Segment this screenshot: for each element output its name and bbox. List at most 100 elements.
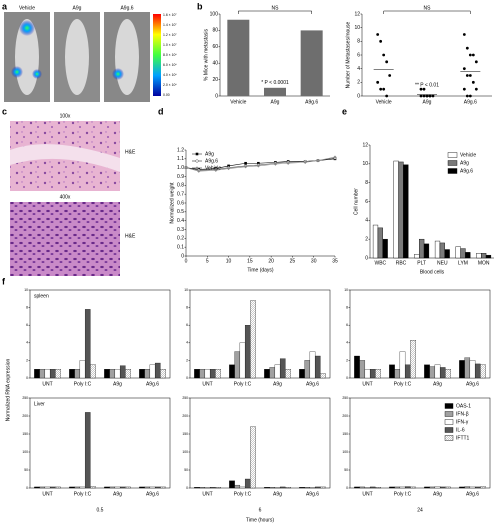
y-tick-label: 10	[184, 288, 188, 292]
bar	[354, 486, 360, 489]
bar	[234, 484, 241, 489]
panel-title: spleen	[34, 293, 49, 299]
dot	[474, 87, 478, 91]
time-label: 24	[417, 507, 423, 513]
y-axis-label: Normalized RNA expression	[5, 359, 11, 422]
mouse-label: A9g	[73, 5, 82, 11]
dot	[422, 87, 426, 91]
dot	[379, 39, 383, 43]
y-tick-label: 2	[365, 236, 368, 242]
panel-label: c	[2, 106, 7, 116]
bar	[480, 486, 486, 489]
frame	[189, 397, 331, 489]
dot	[388, 74, 392, 77]
y-tick-label: 0	[357, 93, 360, 99]
dot	[419, 87, 423, 91]
bar	[469, 360, 476, 379]
bar	[34, 369, 40, 379]
y-tick-label: 250	[342, 396, 348, 400]
bar	[320, 486, 326, 489]
bar	[264, 87, 286, 96]
bar	[154, 362, 161, 379]
y-tick-label: 20	[212, 77, 218, 83]
legend-label: IFN-γ	[456, 419, 469, 425]
colorbar-label: 1.6 × 10⁷	[163, 13, 177, 17]
y-tick-label: 12	[362, 142, 368, 148]
annotation: * P < 0.0001	[261, 80, 289, 86]
y-axis-label: Cell number	[353, 188, 359, 215]
y-tick-label: 8	[346, 305, 348, 309]
legend-marker	[195, 159, 199, 163]
marker	[227, 164, 230, 168]
histology-band	[10, 144, 120, 172]
bar	[359, 360, 366, 379]
y-axis-label: % Mice with metastasis	[203, 29, 209, 81]
bar	[394, 486, 401, 489]
signal	[19, 20, 35, 36]
frame	[189, 289, 331, 379]
y-tick-label: 150	[182, 432, 188, 436]
x-tick-label: 30	[311, 258, 317, 264]
bar	[399, 351, 406, 379]
y-tick-label: 250	[22, 396, 28, 400]
y-tick-label: 100	[342, 450, 348, 454]
bar	[160, 486, 166, 489]
bar	[160, 369, 166, 379]
bar	[369, 486, 376, 489]
x-tick-label: 0	[185, 258, 188, 264]
bar	[154, 486, 161, 489]
x-tick-label: A9g.6	[466, 491, 479, 497]
x-axis-label: Blood cells	[420, 269, 445, 275]
annotation: NS	[424, 5, 432, 11]
bar	[423, 243, 430, 259]
bar	[264, 369, 270, 379]
signal	[112, 68, 124, 80]
stain-label: H&E	[125, 149, 136, 155]
x-tick-label: A9g	[433, 491, 442, 497]
x-tick-label: A9g	[273, 381, 282, 387]
x-tick-label: A9g.6	[146, 381, 159, 387]
marker	[244, 165, 248, 169]
bar	[269, 487, 276, 489]
x-tick-label: 10	[226, 258, 232, 264]
dot	[385, 94, 389, 98]
y-tick-label: 0	[346, 376, 348, 380]
bar	[375, 487, 381, 489]
bar	[250, 426, 256, 489]
bar	[464, 357, 471, 379]
bar	[424, 486, 430, 489]
time-label: 6	[259, 507, 262, 513]
y-tick-label: 10	[362, 161, 368, 167]
legend-swatch	[447, 168, 458, 174]
legend-swatch	[444, 427, 454, 433]
x-tick-label: A9g.6	[306, 491, 319, 497]
y-tick-label: 60	[212, 44, 218, 50]
bar	[314, 355, 321, 379]
bar	[304, 487, 311, 489]
y-tick-label: 0.3	[177, 227, 184, 233]
legend-swatch	[444, 435, 454, 441]
panel-label: b	[197, 1, 203, 11]
bar	[199, 487, 206, 489]
y-tick-label: 10	[344, 288, 348, 292]
colorbar-label: 0.00	[163, 93, 170, 97]
colorbar-label: 2.0 × 10⁶	[163, 83, 177, 87]
marker	[286, 161, 290, 165]
x-tick-label: A9g	[113, 491, 122, 497]
x-tick-label: A9g.6	[306, 381, 319, 387]
bar	[44, 369, 51, 379]
y-tick-label: 2	[186, 358, 188, 362]
bar	[79, 486, 86, 489]
bar	[55, 369, 61, 379]
x-tick-label: LYM	[458, 260, 468, 266]
magnification: 100x	[60, 113, 71, 119]
x-tick-label: A9g.6	[146, 491, 159, 497]
dot	[382, 53, 386, 57]
bar	[382, 238, 388, 259]
y-tick-label: 6	[365, 199, 368, 205]
bar	[354, 355, 360, 379]
mouse	[115, 19, 139, 95]
y-tick-label: 250	[182, 396, 188, 400]
legend-label: IFTT1	[456, 435, 470, 441]
y-tick-label: 6	[186, 323, 188, 327]
